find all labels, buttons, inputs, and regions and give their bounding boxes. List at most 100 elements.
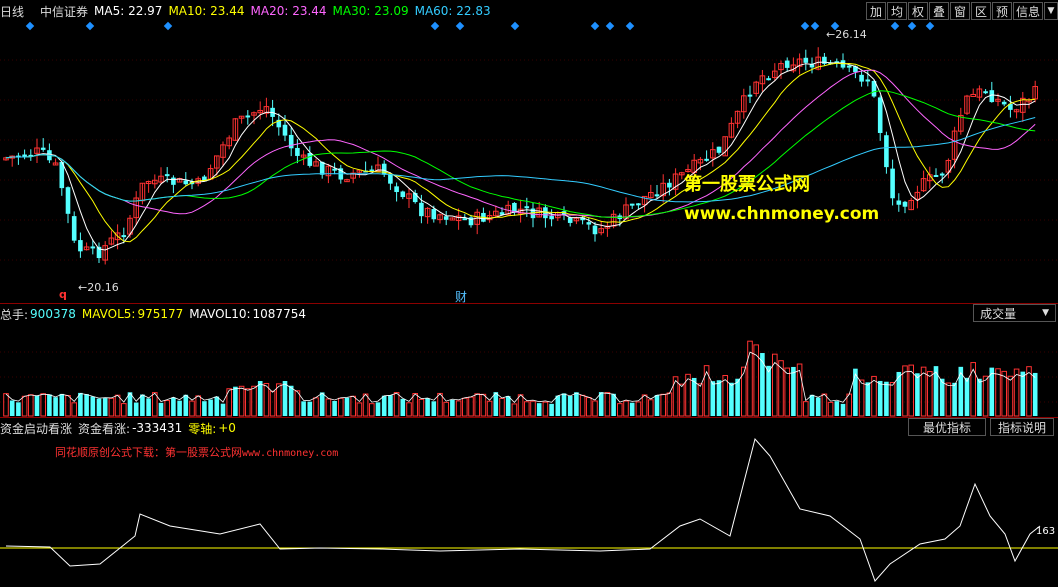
volume-bar [1026,366,1032,417]
indicator-value: -333431 [132,421,183,435]
divider [0,417,1058,418]
candle-body [629,203,635,206]
candle-body [859,74,864,82]
finance-marker[interactable]: 财 [455,290,468,304]
tool-add[interactable]: 加 [866,2,886,20]
volume-bar [362,393,369,417]
chevron-down-icon[interactable]: ▼ [1044,2,1058,20]
candle-body [22,154,27,157]
candle-body [102,245,109,261]
price-chart[interactable] [0,20,1058,302]
candle-body [902,201,908,207]
candle-body [580,217,585,221]
candle-body [865,79,871,82]
volume-bar [294,390,301,417]
candle-body [573,217,580,222]
candle-body [672,173,679,190]
volume-bar [325,398,332,417]
mavol10-value: 1087754 [252,307,306,321]
high-price-label: ←26.14 [826,28,867,41]
signal-diamond [430,21,440,31]
candle-body [654,194,660,197]
mavol10-label: MAVOL10: [189,307,251,321]
candle-body [679,172,685,176]
tool-forecast[interactable]: 预 [992,2,1012,20]
signal-diamond [800,21,810,31]
candle-body [1032,86,1039,100]
indicator-chart[interactable] [0,437,1058,587]
candle-body [288,134,294,149]
volume-bar [350,395,356,417]
tool-window[interactable]: 窗 [950,2,970,20]
candle-body [443,216,449,220]
candle-body [344,179,350,183]
indicator-help-button[interactable]: 指标说明 [990,418,1054,436]
volume-bar [536,403,542,416]
volume-bar [47,394,52,416]
volume-bar [140,394,145,416]
volume-bar [896,371,902,416]
candle-body [722,136,729,157]
volume-bar [660,393,667,417]
candle-body [493,210,499,217]
volume-bar [34,395,40,416]
candle-body [853,66,858,73]
candle-body [424,207,431,218]
candle-body [846,65,852,68]
volume-bar [511,403,518,417]
indicator-last-value: 163 [1036,526,1056,537]
volume-bar [90,396,96,416]
tool-average[interactable]: 均 [887,2,907,20]
candle-body [983,91,988,94]
candle-body [133,197,139,219]
volume-bar [1013,368,1020,417]
volume-bar [641,394,648,417]
volume-bar [381,395,387,416]
volume-bar [877,380,883,416]
volume-bar [821,393,828,417]
candle-body [747,94,753,97]
signal-diamond [890,21,900,31]
volume-bar [530,400,536,417]
candle-body [437,214,443,221]
volume-bar [431,401,437,416]
candle-body [1008,103,1013,110]
candle-body [282,124,288,136]
volume-bar [499,397,505,417]
volume-chart[interactable] [0,322,1058,417]
volume-bar [189,400,195,417]
candle-body [375,164,381,172]
candle-body [83,246,90,251]
ma10-line [5,62,1036,243]
candle-body [449,217,456,221]
signal-diamond [625,21,635,31]
best-indicator-button[interactable]: 最优指标 [908,418,986,436]
volume-bar [735,378,740,416]
volume-bar [245,388,251,417]
tool-info[interactable]: 信息 [1013,2,1043,20]
volume-bar [1020,371,1026,416]
volume-bar [319,392,325,416]
candle-body [512,202,517,213]
volume-bar [791,366,796,416]
candle-body [753,81,760,94]
candle-body [809,64,815,68]
volume-bar [220,403,226,416]
candle-body [319,161,325,175]
promo-text: 同花顺原创公式下载：第一股票公式网www.chnmoney.com [55,444,338,460]
candle-body [530,208,536,219]
tool-rights[interactable]: 权 [908,2,928,20]
candle-body [468,217,474,226]
low-price-label: ←20.16 [78,281,119,294]
volume-bar [574,392,579,416]
period-label[interactable]: 日线 [0,4,25,19]
volume-bar [542,401,549,417]
volume-bar [480,393,487,417]
tool-overlay[interactable]: 叠 [929,2,949,20]
candle-body [52,162,59,166]
candle-body [778,63,784,71]
tool-range[interactable]: 区 [971,2,991,20]
volume-indicator-select[interactable]: 成交量 ▼ [973,304,1056,322]
candle-body [976,88,983,98]
volume-bar [691,377,697,416]
